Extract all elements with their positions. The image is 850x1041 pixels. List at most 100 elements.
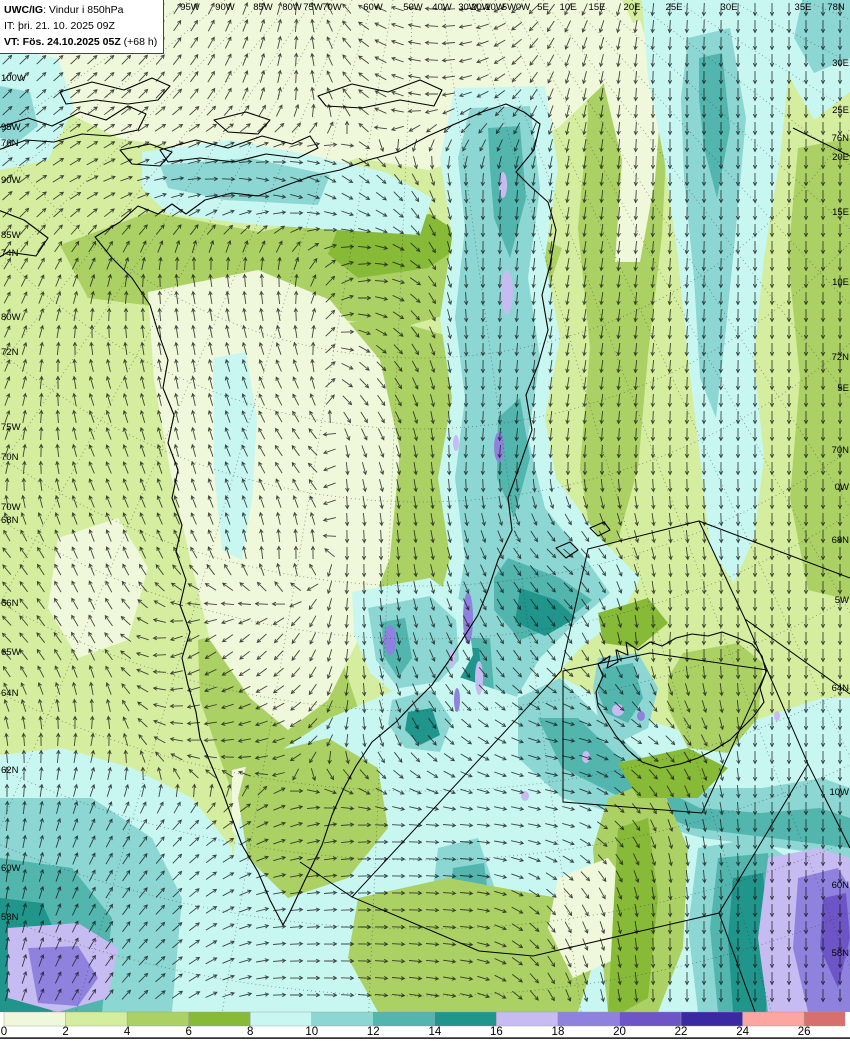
colorbar-segment [373, 1011, 436, 1027]
colorbar-segment [126, 1011, 189, 1027]
top-edge-label: 95W [180, 2, 200, 13]
left-edge-label: 85W [1, 230, 21, 241]
top-edge-label: 10E [560, 2, 577, 13]
colorbar-segment [188, 1011, 251, 1027]
wind-maximum-fleck [453, 435, 459, 451]
colorbar-tick-label: 8 [247, 1026, 253, 1038]
top-edge-label: 90W [215, 2, 235, 13]
valid-time-offset: (+68 h) [120, 36, 158, 48]
colorbar-segment [557, 1011, 620, 1027]
colorbar-segment [680, 1011, 743, 1027]
right-edge-label: 72N [832, 352, 850, 363]
left-edge-label: 72N [1, 347, 19, 358]
domain-boxes [299, 127, 850, 1012]
right-edge-label: 10W [829, 787, 849, 798]
colorbar-tick-label: 12 [367, 1026, 380, 1038]
left-edge-label: 76N [1, 138, 19, 149]
wind-maximum-fleck [384, 625, 396, 655]
left-edge-label: 64N [1, 688, 19, 699]
top-edge-label: 20E [624, 2, 641, 13]
colorbar-segment [311, 1011, 374, 1027]
top-edge-label: 60W [363, 2, 383, 13]
wind-maximum-fleck [494, 432, 504, 462]
top-edge-label: 10W [485, 2, 505, 13]
parameter-label: : Vindur i 850hPa [43, 4, 124, 16]
wind-maximum-fleck [499, 172, 507, 198]
colorbar-tick-label: 10 [305, 1026, 318, 1038]
top-edge-label: 25E [666, 2, 683, 13]
right-edge-label: 25E [832, 105, 849, 116]
left-edge-label: 65W [1, 647, 21, 658]
right-edge-label: 76N [832, 133, 850, 144]
right-edge-label: 58N [832, 948, 850, 959]
left-edge-label: 74N [1, 248, 19, 259]
left-edge-label: 75W [1, 422, 21, 433]
colorbar-tick-label: 24 [736, 1026, 749, 1038]
left-edge-label: 60W [1, 863, 21, 874]
right-edge-label: 60N [832, 880, 850, 891]
wind-maximum-fleck [637, 711, 645, 721]
init-time-line: IT: þri. 21. 10. 2025 09Z [4, 20, 115, 32]
left-edge-label: 70W [1, 502, 21, 513]
top-edge-label: 50W [403, 2, 423, 13]
top-edge-label: 20W [471, 2, 491, 13]
right-edge-label: 5W [835, 595, 849, 606]
colorbar-segment [434, 1011, 497, 1027]
left-edge-label: 100W [1, 73, 26, 84]
top-edge-label: 0W [516, 2, 530, 13]
top-edge-label: 5W [502, 2, 516, 13]
right-edge-label: 5E [837, 383, 849, 394]
top-edge-label: 75W [303, 2, 323, 13]
colorbar-segment [742, 1011, 805, 1027]
colorbar-tick-label: 4 [124, 1026, 131, 1038]
top-edge-label: 5E [537, 2, 549, 13]
top-edge-label: 35E [795, 2, 812, 13]
left-edge-label: 70N [1, 452, 19, 463]
valid-time-bold: VT: Fös. 24.10.2025 05Z [4, 36, 121, 48]
top-edge-label: 15E [589, 2, 606, 13]
wind-maximum-fleck [612, 704, 624, 716]
colorbar: 0 2 4 6 8 10 12 14 16 18 20 22 24 26 [0, 1011, 850, 1041]
left-edge-label: 95W [1, 122, 21, 133]
wind-maximum-fleck [454, 688, 460, 712]
wind-maximum-fleck [501, 270, 513, 314]
colorbar-tick-label: 22 [675, 1026, 688, 1038]
colorbar-segment [3, 1011, 66, 1027]
colorbar-segment [803, 1011, 846, 1027]
colorbar-segment [619, 1011, 682, 1027]
colorbar-tick-label: 14 [428, 1026, 441, 1038]
left-edge-label: 80W [1, 312, 21, 323]
right-edge-label: 15E [832, 207, 849, 218]
top-edge-label: 85W [253, 2, 273, 13]
map-title-line: UWC/IG: Vindur i 850hPa [4, 2, 157, 18]
colorbar-tick-label: 26 [798, 1026, 811, 1038]
right-edge-label: 10E [832, 277, 849, 288]
right-edge-label: 68N [832, 535, 850, 546]
left-edge-label: 68N [1, 515, 19, 526]
colorbar-segment [249, 1011, 312, 1027]
top-edge-label: 70W [322, 2, 342, 13]
top-edge-label: 80W [282, 2, 302, 13]
left-edge-label: 58N [1, 912, 19, 923]
top-edge-label: 40W [432, 2, 452, 13]
top-edge-label: 30E [721, 2, 738, 13]
model-name: UWC/IG [4, 4, 44, 16]
wind-maximum-fleck [463, 592, 473, 644]
colorbar-tick-label: 6 [185, 1026, 191, 1038]
left-edge-label: 66N [1, 598, 19, 609]
wind-speed-regions [0, 0, 850, 1012]
colorbar-tick-label: 16 [490, 1026, 503, 1038]
colorbar-tick-label: 20 [613, 1026, 626, 1038]
bottom-rule [0, 1037, 850, 1039]
top-edge-label: 78N [827, 2, 845, 13]
valid-time-line: VT: Fös. 24.10.2025 05Z (+68 h) [4, 34, 157, 50]
colorbar-segment [65, 1011, 128, 1027]
right-edge-label: 0W [835, 482, 849, 493]
legend-box: UWC/IG: Vindur i 850hPa IT: þri. 21. 10.… [0, 0, 165, 54]
wind-maximum-fleck [774, 711, 780, 721]
left-edge-label: 62N [1, 765, 19, 776]
colorbar-tick-label: 0 [1, 1026, 7, 1038]
right-edge-label: 70N [832, 445, 850, 456]
